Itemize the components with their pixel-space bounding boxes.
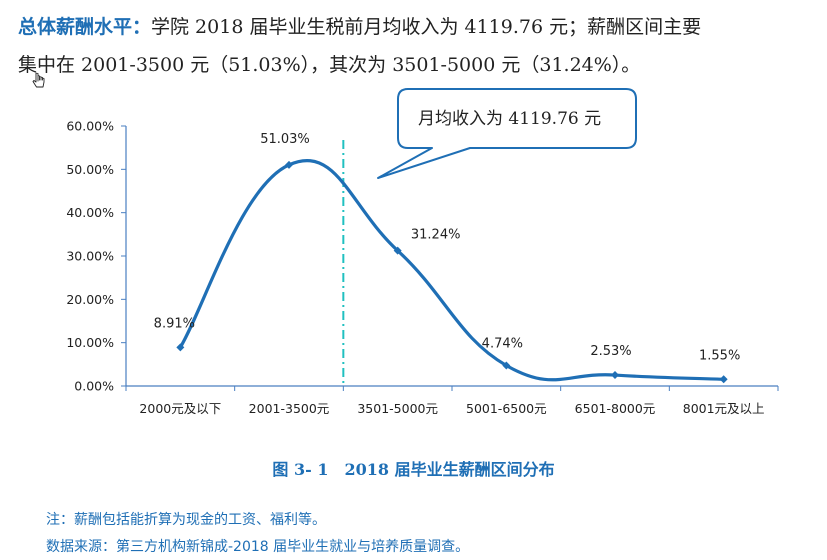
series-curve [178,159,724,382]
data-point [719,375,728,384]
salary-distribution-chart: 0.00% 10.00% 20.00% 30.00% 40.00% 50.00% 60.00… [66,88,779,416]
source-line: 数据来源：第三方机构新锦成-2018 届毕业生就业与培养质量调查。 [46,539,470,555]
callout-bubble [377,88,637,179]
hand-cursor-icon [32,72,46,94]
x-tick-label: 6501-8000元 [575,401,656,416]
data-label: 4.74% [482,336,523,351]
data-point [393,246,402,255]
data-point [285,160,293,169]
data-point [611,371,619,380]
callout-text: 月均收入为 4119.76 元 [418,109,601,129]
y-tick-label: 0.00% [74,379,114,394]
summary-line-1: 总体薪酬水平：学院 2018 届毕业生税前月均收入为 4119.76 元；薪酬区… [18,8,813,46]
data-points [176,160,728,384]
callout: 月均收入为 4119.76 元 [377,88,637,179]
y-axis: 0.00% 10.00% 20.00% 30.00% 40.00% 50.00% 60.00… [66,119,127,394]
series-line [178,159,724,382]
y-tick-label: 60.00% [66,119,114,134]
y-tick-label: 30.00% [66,249,114,264]
data-label: 2.53% [590,344,631,359]
summary-line-1-text: 学院 2018 届毕业生税前月均收入为 4119.76 元；薪酬区间主要 [151,16,702,38]
data-point [502,361,511,370]
x-tick-label: 2000元及以下 [139,401,221,416]
data-point [176,343,185,352]
figure-caption: 图 3- 1 2018 届毕业生薪酬区间分布 [272,460,555,479]
data-label: 31.24% [411,228,461,243]
x-tick-label: 8001元及以上 [683,401,765,416]
data-label: 1.55% [699,348,740,363]
summary-lead: 总体薪酬水平： [18,16,152,38]
y-tick-label: 40.00% [66,205,114,220]
note-line: 注：薪酬包括能折算为现金的工资、福利等。 [46,512,326,528]
y-tick-label: 50.00% [66,162,114,177]
x-tick-label: 2001-3500元 [249,401,330,416]
x-tick-label: 5001-6500元 [466,401,547,416]
data-label: 51.03% [260,132,310,147]
summary-line-2: 集中在 2001-3500 元（51.03%），其次为 3501-5000 元（… [18,54,641,76]
y-tick-label: 20.00% [66,292,114,307]
y-tick-label: 10.00% [66,335,114,350]
data-labels: 8.91% 51.03% 31.24% 4.74% 2.53% 1.55% [154,132,741,363]
summary-paragraph: 总体薪酬水平：学院 2018 届毕业生税前月均收入为 4119.76 元；薪酬区… [18,8,813,84]
x-axis: 2000元及以下 2001-3500元 3501-5000元 5001-6500元 65… [125,385,779,416]
x-tick-label: 3501-5000元 [357,401,438,416]
data-label: 8.91% [154,316,195,331]
